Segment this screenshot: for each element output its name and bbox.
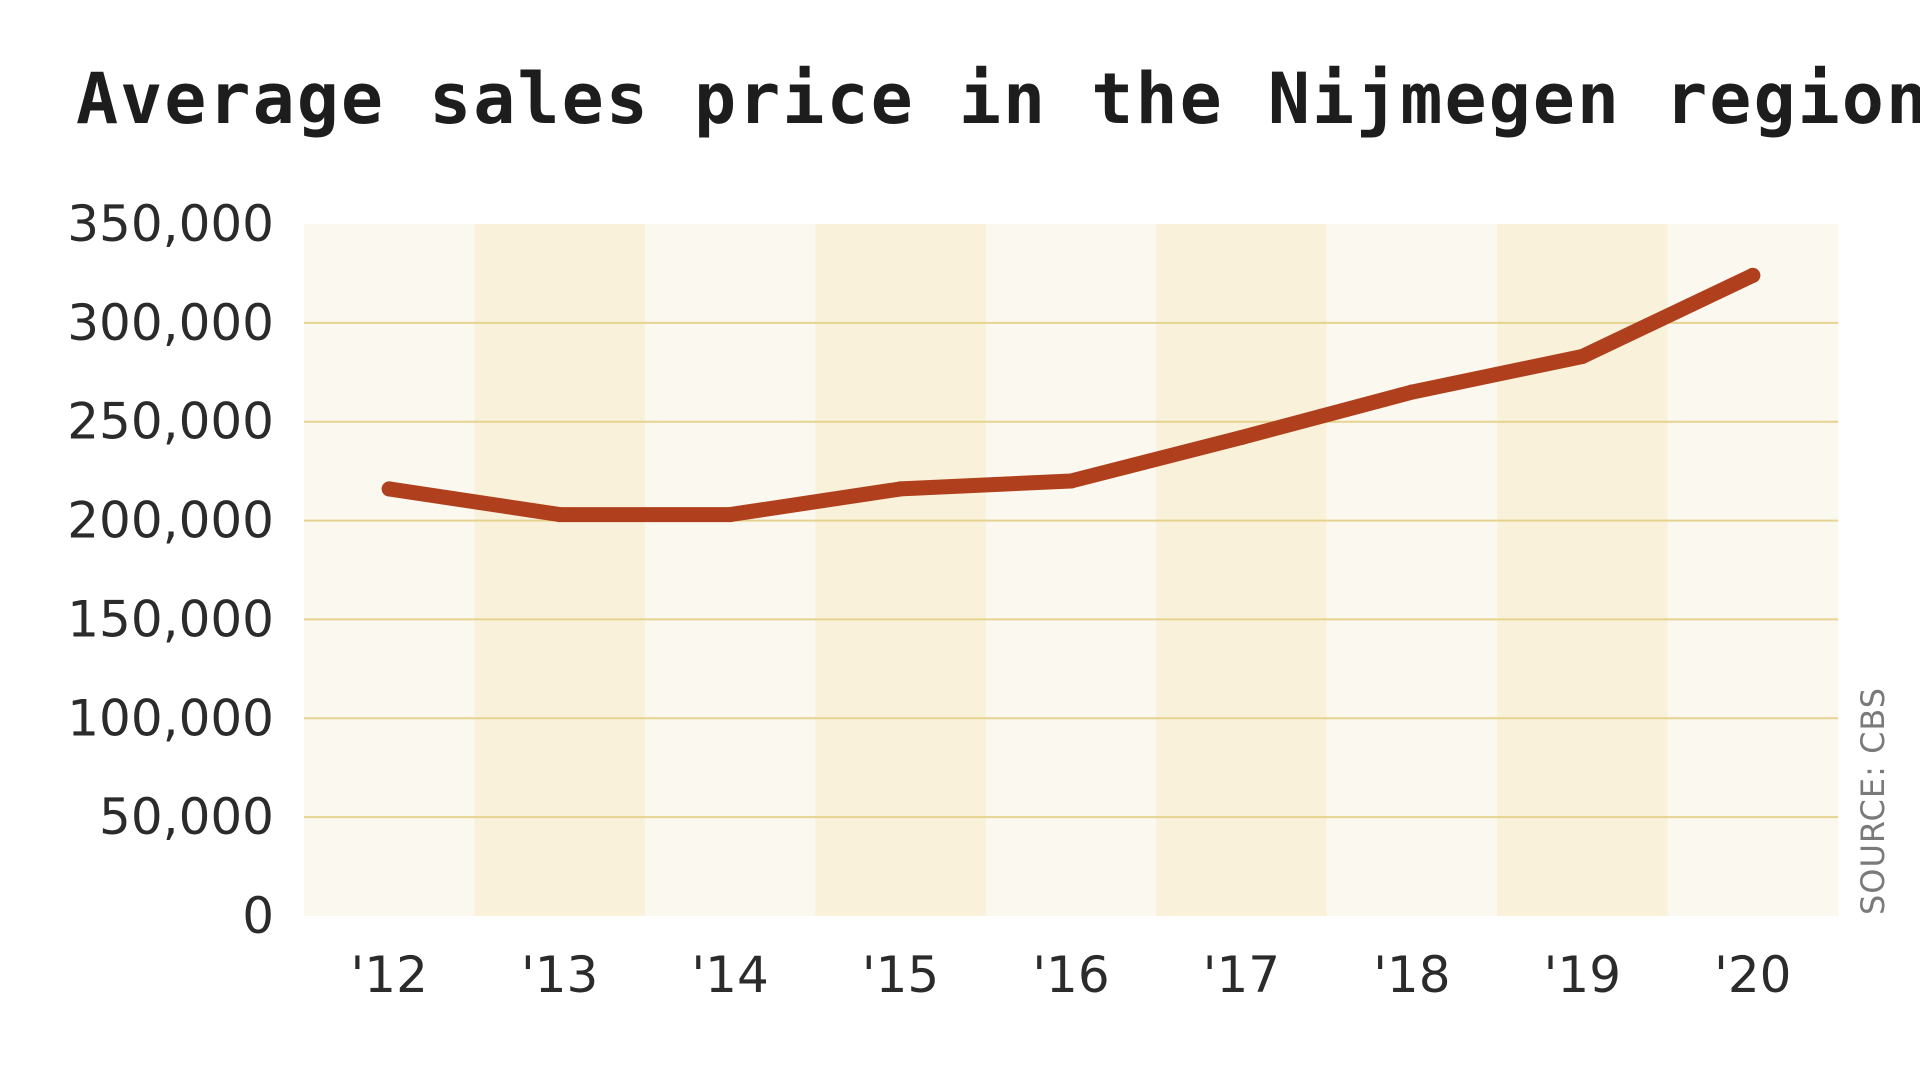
data-point — [1574, 348, 1590, 364]
x-tick-label: '20 — [1714, 946, 1791, 1004]
gridlines — [304, 321, 1838, 819]
x-tick-label: '17 — [1203, 946, 1280, 1004]
column-band — [985, 224, 1157, 916]
x-tick-label: '14 — [691, 946, 768, 1004]
data-point — [722, 507, 738, 523]
y-tick-label: 250,000 — [67, 393, 274, 451]
chart-title: Average sales price in the Nijmegen regi… — [76, 58, 1920, 140]
column-bands — [304, 224, 1839, 916]
x-tick-label: '18 — [1373, 946, 1450, 1004]
data-point — [1404, 384, 1420, 400]
column-band — [815, 224, 987, 916]
column-band — [474, 224, 646, 916]
x-tick-label: '13 — [521, 946, 598, 1004]
x-tick-label: '15 — [862, 946, 939, 1004]
y-tick-label: 150,000 — [67, 590, 274, 648]
data-point — [1233, 430, 1249, 446]
data-point — [1745, 267, 1761, 283]
y-axis: 0 50,000 100,000 150,000 200,000 250,000 300,0… — [67, 195, 274, 945]
y-tick-label: 300,000 — [67, 294, 274, 352]
data-point — [552, 507, 568, 523]
column-band — [1326, 224, 1498, 916]
x-tick-label: '12 — [351, 946, 428, 1004]
y-tick-label: 0 — [242, 887, 274, 945]
y-tick-label: 350,000 — [67, 195, 274, 253]
source-note: SOURCE: CBS — [1854, 687, 1892, 915]
y-tick-label: 200,000 — [67, 492, 274, 550]
column-band — [1497, 224, 1669, 916]
data-point — [893, 481, 909, 497]
y-tick-label: 50,000 — [99, 788, 274, 846]
data-point — [381, 481, 397, 497]
series-group — [381, 267, 1761, 523]
column-band — [644, 224, 816, 916]
x-axis: '12 '13 '14 '15 '16 '17 '18 '19 '20 — [351, 946, 1792, 1004]
x-tick-label: '16 — [1032, 946, 1109, 1004]
column-band — [304, 224, 475, 916]
x-tick-label: '19 — [1544, 946, 1621, 1004]
y-tick-label: 100,000 — [67, 689, 274, 747]
data-point — [1063, 473, 1079, 489]
column-band — [1667, 224, 1839, 916]
column-band — [1156, 224, 1328, 916]
